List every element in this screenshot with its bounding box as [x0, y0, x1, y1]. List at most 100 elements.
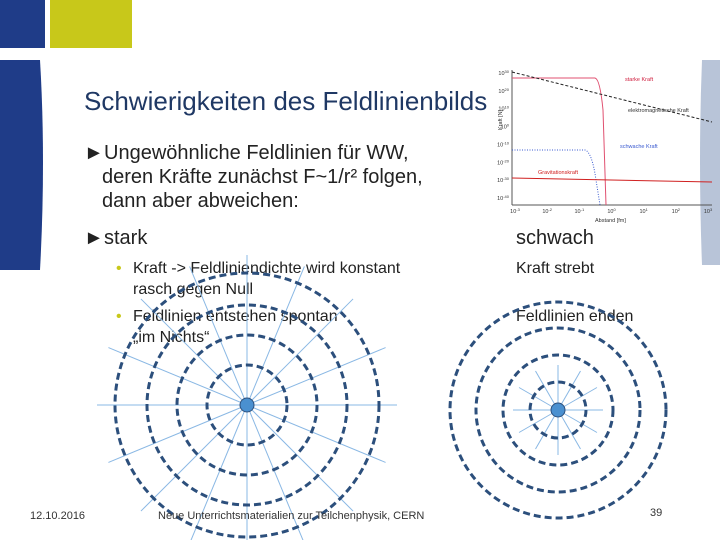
tick-exponent: 10	[505, 105, 510, 110]
tick-exponent: -1	[581, 207, 585, 212]
ring	[205, 363, 289, 447]
axis-label: Kraft [N]	[498, 109, 504, 130]
text-line: Kraft strebt	[516, 260, 595, 277]
bullet-marker: •	[116, 308, 122, 325]
curve-label: elektromagnetische Kraft	[628, 108, 689, 114]
charge	[239, 397, 255, 413]
side-bar	[0, 60, 43, 270]
field-line	[246, 266, 305, 406]
axis-label: Abstand [fm]	[595, 218, 626, 224]
tick-exponent: -30	[503, 176, 510, 181]
tick-base: 10	[704, 209, 710, 215]
ring	[528, 380, 588, 440]
tick-label: 101	[639, 207, 648, 215]
tick-label: 100	[501, 123, 510, 131]
curve-label: starke Kraft	[625, 77, 654, 83]
tick-label: 103	[704, 207, 713, 215]
heading: schwach	[516, 227, 594, 249]
field-line	[246, 298, 354, 406]
ring	[474, 326, 642, 494]
field-line	[108, 404, 248, 463]
field-diagram-strong	[97, 255, 397, 540]
bullet-marker: ►	[84, 142, 104, 164]
logo-block	[0, 0, 45, 48]
page-number: 39	[650, 507, 662, 519]
tick-exponent: -3	[516, 207, 520, 212]
footer-source: Neue Unterrichtsmaterialien zur Teilchen…	[158, 510, 424, 522]
tick-base: 10	[574, 209, 580, 215]
ring	[145, 303, 349, 507]
tick-label: 10-10	[497, 140, 510, 148]
tick-base: 10	[497, 160, 503, 166]
tick-base: 10	[542, 209, 548, 215]
tick-exponent: -40	[503, 194, 510, 199]
field-line	[189, 266, 248, 406]
ring	[448, 300, 668, 520]
text-line: Feldlinien enden	[516, 308, 633, 325]
tick-label: 10-30	[497, 176, 510, 184]
tick-label: 1030	[498, 69, 509, 77]
bullet-marker: •	[116, 260, 122, 277]
bullet-marker: ►	[84, 227, 104, 249]
tick-label: 10-40	[497, 194, 510, 202]
ring	[113, 271, 381, 539]
tick-exponent: 30	[505, 69, 510, 74]
tick-label: 10-2	[542, 207, 552, 215]
logo-block	[50, 0, 132, 48]
field-diagram-weak	[448, 300, 668, 520]
tick-label: 10-20	[497, 158, 510, 166]
title: Schwierigkeiten des Feldlinienbilds	[84, 86, 487, 116]
tick-base: 10	[510, 209, 516, 215]
curve-label: schwache Kraft	[620, 144, 658, 150]
tick-base: 10	[498, 89, 504, 95]
tick-exponent: 20	[505, 87, 510, 92]
tick-base: 10	[497, 178, 503, 184]
text-line: Kraft -> Feldliniendichte wird konstant	[133, 260, 401, 277]
field-line	[140, 404, 248, 512]
tick-label: 10-3	[510, 207, 520, 215]
tick-label: 1020	[498, 87, 509, 95]
text-line: Ungewöhnliche Feldlinien für WW,	[104, 142, 409, 164]
tick-exponent: 1	[646, 207, 649, 212]
curve	[511, 177, 713, 183]
field-line	[189, 404, 248, 540]
ring	[501, 353, 615, 467]
field-line	[140, 298, 248, 406]
tick-base: 10	[607, 209, 613, 215]
text-line: deren Kräfte zunächst F~1/r² folgen,	[102, 166, 423, 188]
text-line: Feldlinien entstehen spontan	[133, 308, 338, 325]
field-line	[246, 347, 386, 406]
text-line: rasch gegen Null	[133, 281, 253, 298]
tick-label: 102	[672, 207, 681, 215]
field-line	[246, 404, 354, 512]
field-line	[246, 404, 305, 540]
curve	[512, 77, 607, 206]
tick-label: 100	[607, 207, 616, 215]
field-line	[246, 404, 386, 463]
tick-base: 10	[497, 196, 503, 202]
ring	[175, 333, 319, 477]
text-line: dann aber abweichen:	[102, 190, 299, 212]
tick-exponent: 3	[710, 207, 713, 212]
tick-base: 10	[497, 142, 503, 148]
curve-label: Gravitationskraft	[538, 170, 579, 176]
footer-date: 12.10.2016	[30, 510, 85, 522]
heading: stark	[104, 227, 148, 249]
tick-label: 1010	[498, 105, 509, 113]
tick-base: 10	[672, 209, 678, 215]
tick-base: 10	[501, 125, 507, 131]
tick-exponent: -10	[503, 140, 510, 145]
rays	[97, 255, 397, 540]
tick-base: 10	[498, 107, 504, 113]
tick-exponent: -20	[503, 158, 510, 163]
tick-exponent: 0	[507, 123, 510, 128]
curve	[512, 149, 601, 206]
tick-exponent: -2	[548, 207, 552, 212]
side-bar	[700, 60, 720, 265]
curve	[511, 71, 713, 123]
field-line	[108, 347, 248, 406]
inset-chart: starke Kraft elektromagnetische Kraft sc…	[497, 69, 713, 224]
tick-exponent: 2	[678, 207, 681, 212]
tick-base: 10	[498, 71, 504, 77]
